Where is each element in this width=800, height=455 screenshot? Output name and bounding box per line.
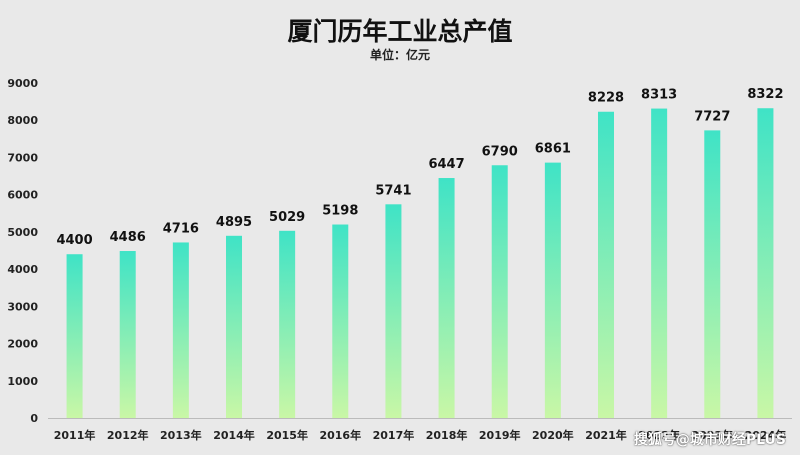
y-tick-label: 3000	[7, 300, 38, 313]
x-tick-label: 2011年	[54, 428, 96, 442]
data-label: 6447	[428, 157, 464, 172]
x-tick-label: 2015年	[266, 428, 308, 442]
y-tick-label: 4000	[7, 263, 38, 276]
x-tick-label: 2019年	[479, 428, 521, 442]
y-tick-label: 1000	[7, 375, 38, 388]
y-tick-label: 0	[30, 412, 38, 425]
x-tick-label: 2012年	[107, 428, 149, 442]
y-tick-label: 9000	[7, 77, 38, 90]
data-label: 8228	[588, 91, 624, 106]
x-tick-label: 2014年	[213, 428, 255, 442]
bar	[279, 230, 296, 418]
bar	[491, 165, 508, 418]
bar	[598, 111, 614, 418]
y-axis: 0 1000 2000 3000 4000 5000 6000 7000 8000 9000	[7, 77, 38, 425]
x-tick-label: 2017年	[373, 428, 415, 442]
bar	[226, 235, 242, 418]
x-tick-label: 2021年	[585, 428, 627, 442]
data-label: 7727	[694, 109, 730, 124]
data-label: 4486	[110, 230, 146, 245]
data-label: 6790	[482, 144, 518, 159]
data-label: 4716	[163, 221, 199, 236]
bar	[172, 242, 189, 418]
data-label: 6861	[535, 142, 571, 157]
bar	[332, 224, 349, 418]
bar	[651, 108, 668, 419]
x-tick-label: 2016年	[319, 428, 361, 442]
x-tick-label: 2022年	[638, 428, 680, 442]
y-tick-label: 5000	[7, 226, 38, 239]
data-label: 5198	[322, 204, 358, 219]
data-label: 5741	[375, 183, 411, 198]
x-tick-label: 2020年	[532, 428, 574, 442]
x-tick-label: 2018年	[426, 428, 468, 442]
bar	[66, 254, 83, 418]
chart-title: 厦门历年工业总产值	[287, 17, 513, 46]
y-tick-label: 2000	[7, 338, 38, 351]
bar	[119, 251, 136, 418]
data-label: 5029	[269, 210, 305, 225]
bar	[704, 130, 721, 418]
x-tick-label: 2023年	[691, 428, 733, 442]
chart-subtitle: 单位：亿元	[369, 48, 430, 62]
watermark: 搜狐号@城市财经PLUS	[633, 432, 786, 448]
y-tick-label: 6000	[7, 189, 38, 202]
y-tick-label: 7000	[7, 151, 38, 164]
bars: 4400 4486 4716 4895 5029 5198 5741 6447 6790 6861…	[56, 87, 784, 419]
x-axis: 2011年 2012年 2013年 2014年 2015年 2016年 2017年 2018年…	[48, 418, 792, 442]
data-label: 8313	[641, 88, 677, 103]
bar	[385, 204, 402, 418]
x-tick-label: 2013年	[160, 428, 202, 442]
data-label: 4895	[216, 215, 252, 230]
bar	[757, 108, 774, 418]
bar	[544, 162, 561, 418]
data-label: 4400	[56, 233, 92, 248]
y-tick-label: 8000	[7, 114, 38, 127]
x-tick-label: 2024年	[745, 428, 787, 442]
data-label: 8322	[747, 87, 783, 102]
bar	[438, 178, 455, 418]
